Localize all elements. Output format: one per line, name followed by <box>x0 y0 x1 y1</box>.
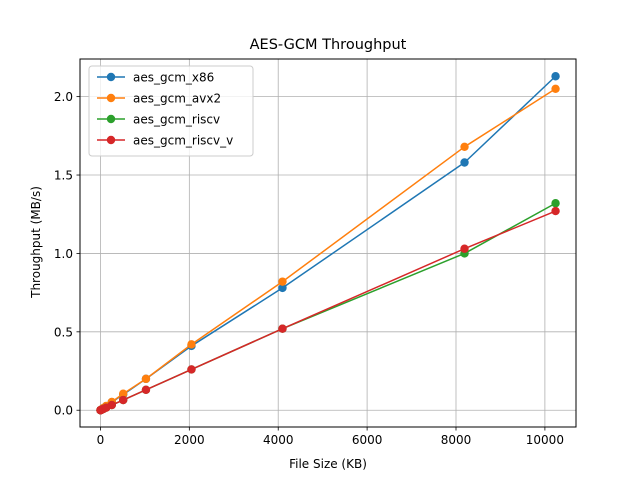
x-tick-label: 8000 <box>441 433 472 447</box>
y-axis-label: Throughput (MB/s) <box>29 186 43 299</box>
legend-marker <box>106 135 116 145</box>
y-tick-label: 0.5 <box>54 325 73 339</box>
legend-marker <box>106 114 116 124</box>
legend-box <box>88 65 254 157</box>
legend: aes_gcm_x86 aes_gcm_avx2 aes_gcm_riscv aes_… <box>88 65 254 157</box>
data-point <box>278 277 287 286</box>
data-point <box>460 158 469 167</box>
legend-label: aes_gcm_riscv_v <box>133 134 233 148</box>
series-aes_gcm_riscv_v <box>96 206 560 415</box>
data-point <box>551 199 560 208</box>
legend-item-aes_gcm_x86: aes_gcm_x86 <box>97 71 214 85</box>
x-tick-label: 4000 <box>263 433 294 447</box>
data-point <box>551 206 560 216</box>
data-point <box>551 84 560 93</box>
legend-label: aes_gcm_riscv <box>133 113 220 127</box>
data-point <box>278 324 287 333</box>
x-axis-label: File Size (KB) <box>289 457 367 471</box>
legend-item-aes_gcm_avx2: aes_gcm_avx2 <box>97 92 221 106</box>
data-point <box>187 340 196 349</box>
x-tick-label: 10000 <box>526 433 564 447</box>
data-point <box>460 244 469 253</box>
plot-frame <box>79 58 577 428</box>
y-tick-label: 2.0 <box>54 90 73 104</box>
legend-label: aes_gcm_x86 <box>133 71 214 85</box>
legend-item-aes_gcm_riscv: aes_gcm_riscv <box>97 113 220 127</box>
data-point <box>551 72 560 81</box>
legend-item-aes_gcm_riscv_v: aes_gcm_riscv_v <box>97 134 233 148</box>
tick-layer: 0 2000 4000 6000 8000 10000 0.0 0.5 1.0 1.5 2.0 <box>54 90 564 447</box>
legend-label: aes_gcm_avx2 <box>133 92 221 106</box>
data-point <box>119 395 128 405</box>
data-point <box>141 385 151 395</box>
data-point <box>107 400 117 410</box>
data-point <box>187 365 196 374</box>
grid-layer <box>80 59 576 427</box>
y-tick-label: 0.0 <box>54 404 73 418</box>
chart-title: AES-GCM Throughput <box>250 37 407 53</box>
x-tick-label: 6000 <box>352 433 383 447</box>
y-tick-label: 1.5 <box>54 169 73 183</box>
data-point <box>119 389 128 398</box>
series-layer <box>96 72 560 415</box>
x-tick-label: 0 <box>97 433 105 447</box>
data-point <box>460 142 469 152</box>
x-tick-label: 2000 <box>174 433 205 447</box>
data-point <box>141 374 151 384</box>
y-tick-label: 1.0 <box>54 247 73 261</box>
data-point <box>278 283 287 293</box>
legend-marker <box>106 72 116 82</box>
legend-marker <box>106 93 116 103</box>
